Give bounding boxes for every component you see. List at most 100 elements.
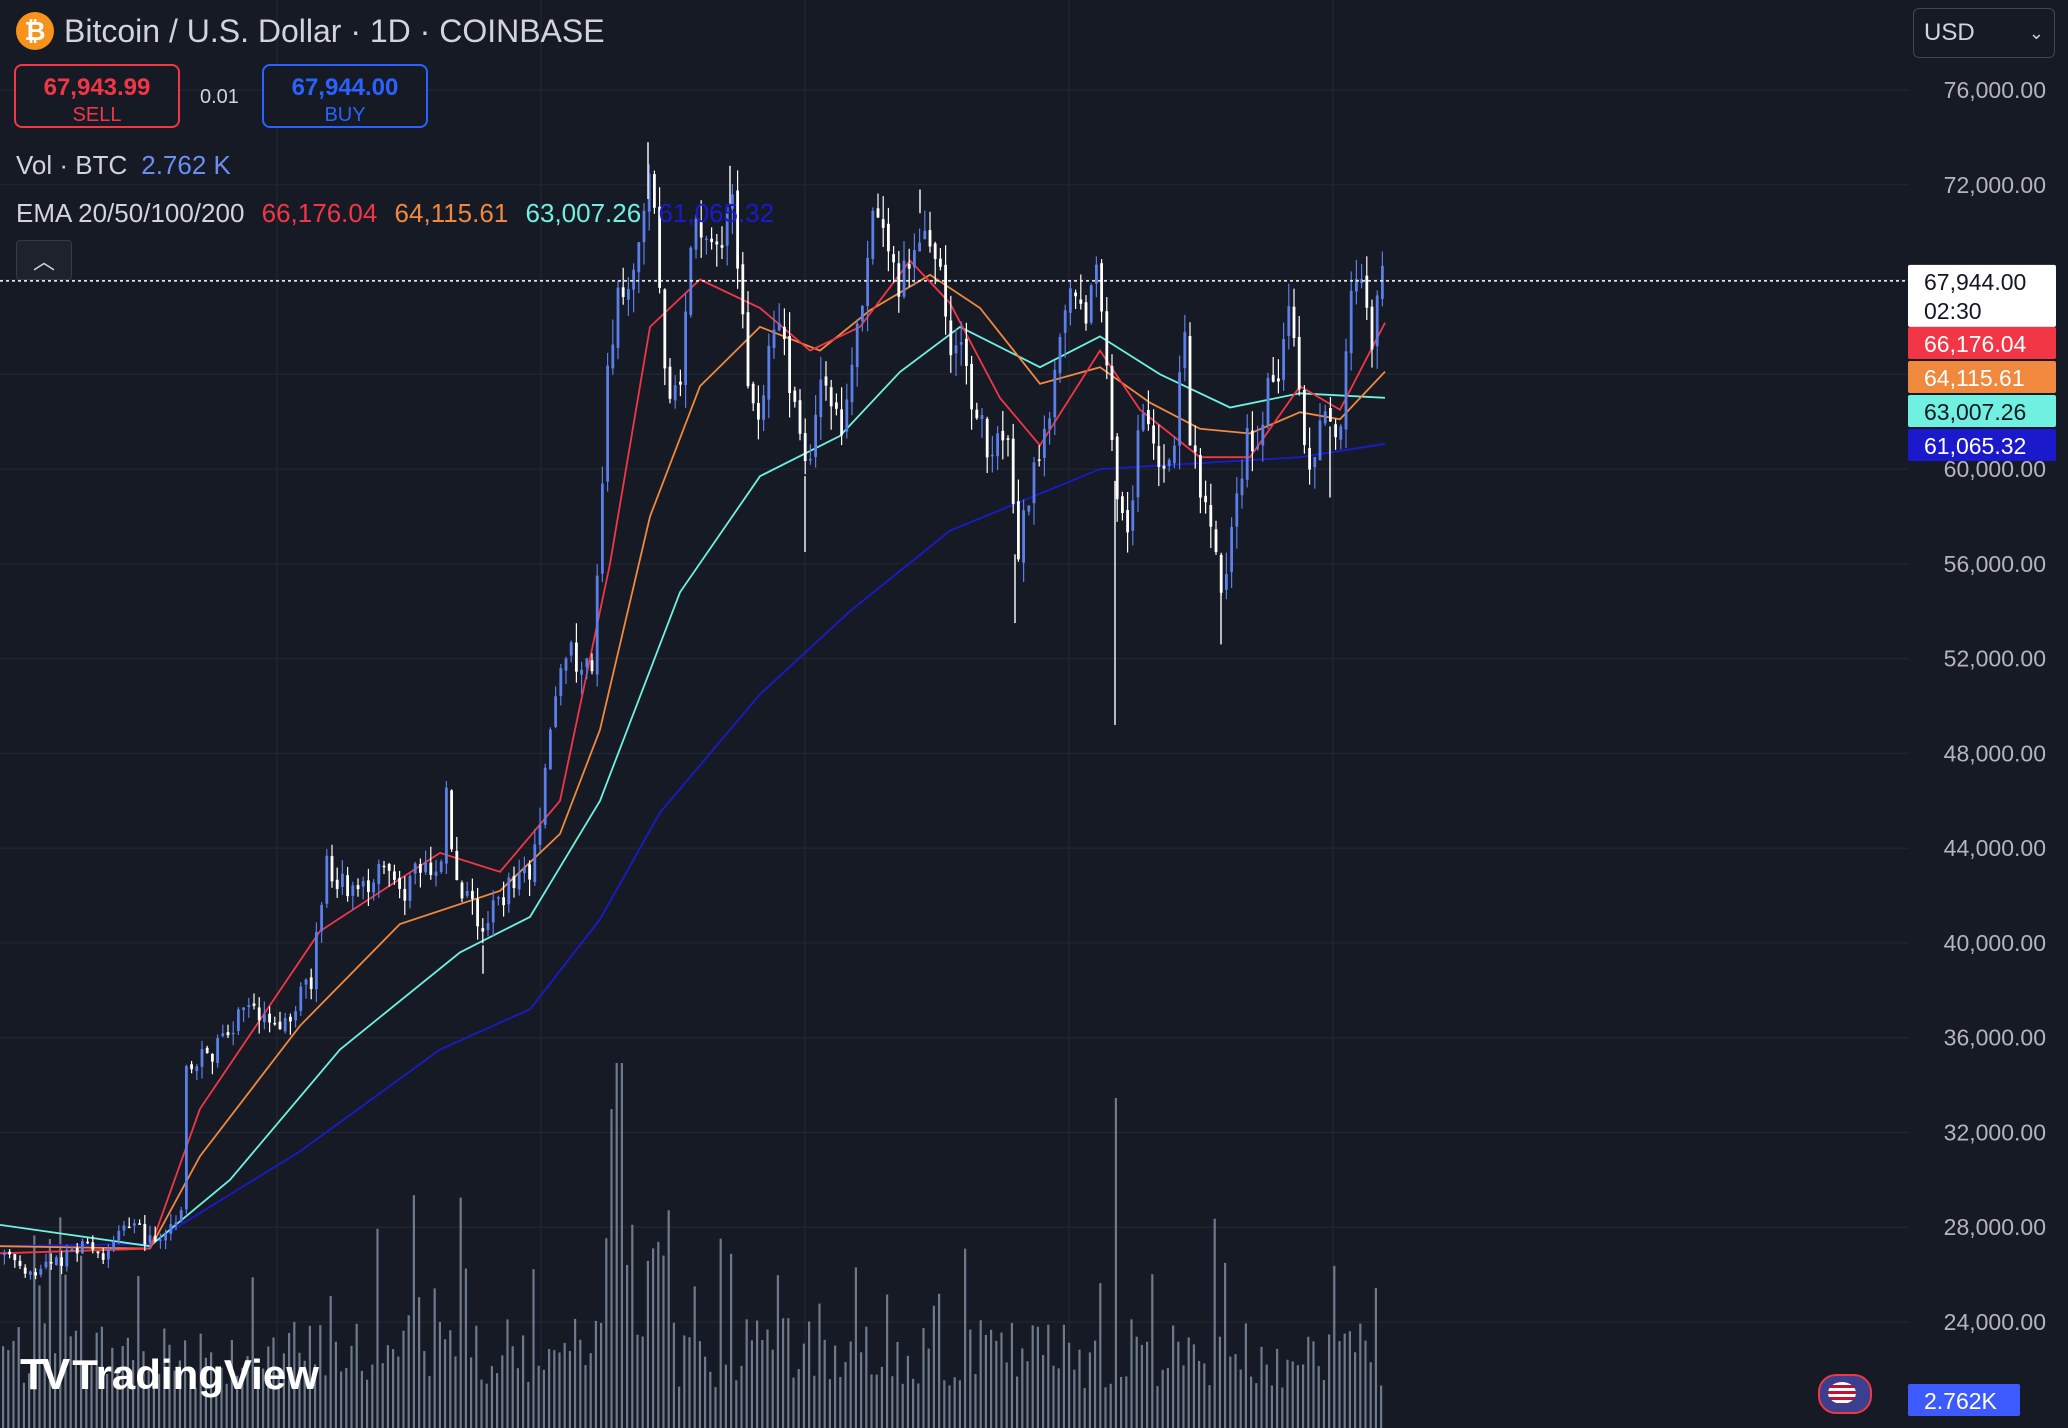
volume-bar xyxy=(1005,1362,1008,1428)
candle-up xyxy=(351,885,355,896)
volume-bar xyxy=(709,1371,712,1428)
candle-down xyxy=(1152,425,1155,444)
volume-bar xyxy=(490,1366,493,1428)
candle-up xyxy=(694,218,698,250)
candle-down xyxy=(23,1267,27,1274)
volume-bar xyxy=(823,1339,826,1428)
candle-up xyxy=(185,1066,188,1210)
candle-down xyxy=(1011,438,1015,504)
candle-down xyxy=(1001,430,1005,441)
volume-bar xyxy=(688,1337,691,1428)
volume-bar xyxy=(241,1367,244,1428)
volume-bar xyxy=(912,1378,915,1428)
volume-bar xyxy=(48,1239,51,1428)
volume-bar xyxy=(527,1381,530,1428)
ema-legend[interactable]: EMA 20/50/100/200 66,176.04 64,115.61 63… xyxy=(16,198,774,229)
volume-bar xyxy=(173,1370,176,1428)
candle-down xyxy=(190,1064,193,1070)
price-axis-label: 44,000.00 xyxy=(1944,835,2046,861)
volume-bar xyxy=(340,1371,343,1428)
candle-down xyxy=(1188,336,1192,446)
candle-up xyxy=(413,863,417,874)
candle-down xyxy=(1308,448,1311,470)
volume-bar xyxy=(116,1367,119,1428)
us-flag-icon[interactable] xyxy=(1818,1374,1872,1414)
candle-up xyxy=(283,1018,287,1032)
volume-bar xyxy=(210,1352,213,1428)
candle-up xyxy=(325,855,329,904)
volume-bar xyxy=(1312,1341,1315,1428)
volume-bar xyxy=(132,1360,135,1428)
symbol-title[interactable]: ₿ Bitcoin / U.S. Dollar · 1D · COINBASE xyxy=(16,12,605,50)
candle-down xyxy=(1115,436,1119,500)
candle-down xyxy=(840,409,843,436)
candle-down xyxy=(18,1260,22,1266)
volume-bar xyxy=(719,1238,722,1428)
candle-down xyxy=(1334,424,1337,438)
volume-bar xyxy=(1094,1340,1097,1428)
candle-up xyxy=(1349,290,1353,354)
volume-bar xyxy=(839,1376,842,1428)
volume-bar xyxy=(334,1341,337,1428)
volume-bar xyxy=(730,1253,733,1428)
candle-up xyxy=(164,1233,167,1241)
candle-up xyxy=(372,882,375,893)
volume-bar xyxy=(1187,1337,1190,1428)
candle-up xyxy=(814,414,817,458)
volume-bar xyxy=(958,1380,961,1428)
volume-bar xyxy=(475,1325,478,1428)
candle-up xyxy=(465,890,469,896)
candle-down xyxy=(663,289,667,369)
price-axis-label: 52,000.00 xyxy=(1944,646,2046,672)
tradingview-logo[interactable]: TV TradingView xyxy=(20,1350,319,1400)
candle-up xyxy=(231,1032,235,1035)
sell-button[interactable]: 67,943.99 SELL xyxy=(14,64,180,128)
volume-bar xyxy=(418,1297,421,1428)
collapse-legend-button[interactable]: ︿ xyxy=(16,240,72,280)
candle-up xyxy=(1178,372,1181,446)
candle-down xyxy=(928,230,932,247)
candle-up xyxy=(991,454,994,457)
volume-bar xyxy=(1109,1383,1112,1428)
volume-bar xyxy=(1088,1352,1091,1428)
candle-down xyxy=(1251,430,1254,452)
candle-up xyxy=(1022,510,1025,563)
volume-bar xyxy=(1281,1387,1284,1428)
volume-bar xyxy=(1302,1364,1305,1428)
tradingview-logo-text: TradingView xyxy=(72,1351,319,1398)
volume-bar xyxy=(844,1361,847,1428)
candle-up xyxy=(1043,428,1046,458)
currency-select[interactable]: USD ⌄ xyxy=(1913,8,2055,58)
candle-down xyxy=(1074,292,1077,297)
candle-up xyxy=(445,787,448,864)
candle-down xyxy=(252,1003,256,1006)
price-axis-label: 76,000.00 xyxy=(1944,77,2046,103)
candle-up xyxy=(263,1014,266,1023)
candle-up xyxy=(809,459,812,461)
buy-button[interactable]: 67,944.00 BUY xyxy=(262,64,428,128)
candle-down xyxy=(949,320,953,356)
volume-bar xyxy=(808,1321,811,1428)
volume-bar xyxy=(834,1345,837,1428)
candle-up xyxy=(595,575,599,675)
candle-up xyxy=(65,1249,69,1267)
candle-up xyxy=(850,364,854,403)
candle-down xyxy=(60,1257,63,1267)
volume-bar xyxy=(376,1228,379,1428)
volume-bar xyxy=(974,1374,977,1428)
candle-down xyxy=(1214,529,1218,553)
candle-up xyxy=(1048,418,1051,430)
volume-bar xyxy=(532,1269,535,1428)
candle-up xyxy=(559,668,563,697)
volume-bar xyxy=(355,1323,358,1428)
volume-bar xyxy=(870,1374,873,1428)
candle-up xyxy=(174,1222,178,1226)
candle-down xyxy=(1006,438,1010,440)
volume-bar xyxy=(636,1334,639,1428)
volume-bar xyxy=(1291,1361,1294,1428)
candle-down xyxy=(34,1272,37,1276)
volume-legend[interactable]: Vol · BTC 2.762 K xyxy=(16,150,231,181)
candle-down xyxy=(1271,375,1275,382)
candle-up xyxy=(1225,574,1228,590)
